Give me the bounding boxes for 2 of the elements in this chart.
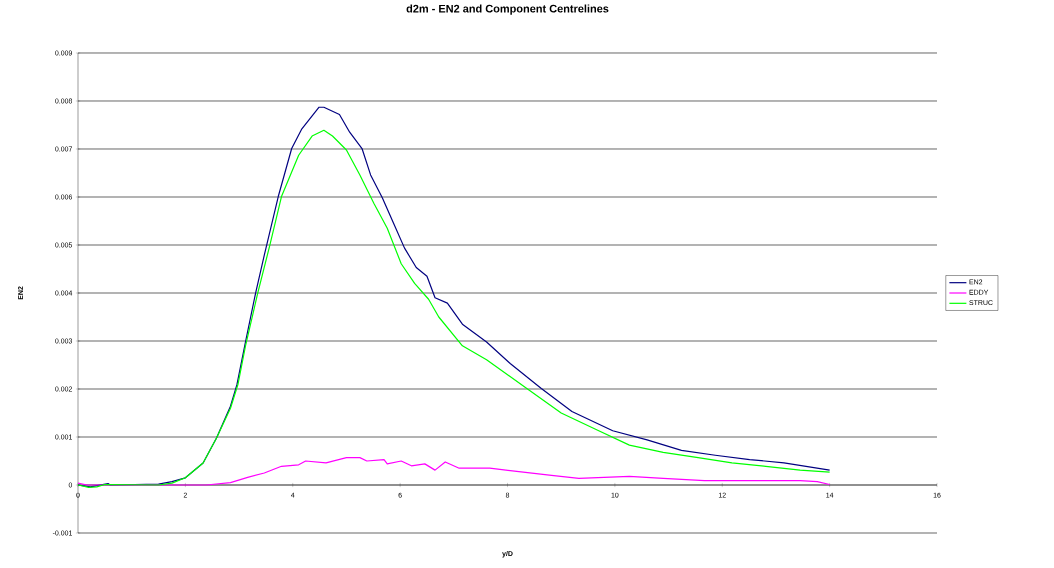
line-series bbox=[78, 457, 831, 486]
chart-title: d2m - EN2 and Component Centrelines bbox=[406, 4, 609, 15]
